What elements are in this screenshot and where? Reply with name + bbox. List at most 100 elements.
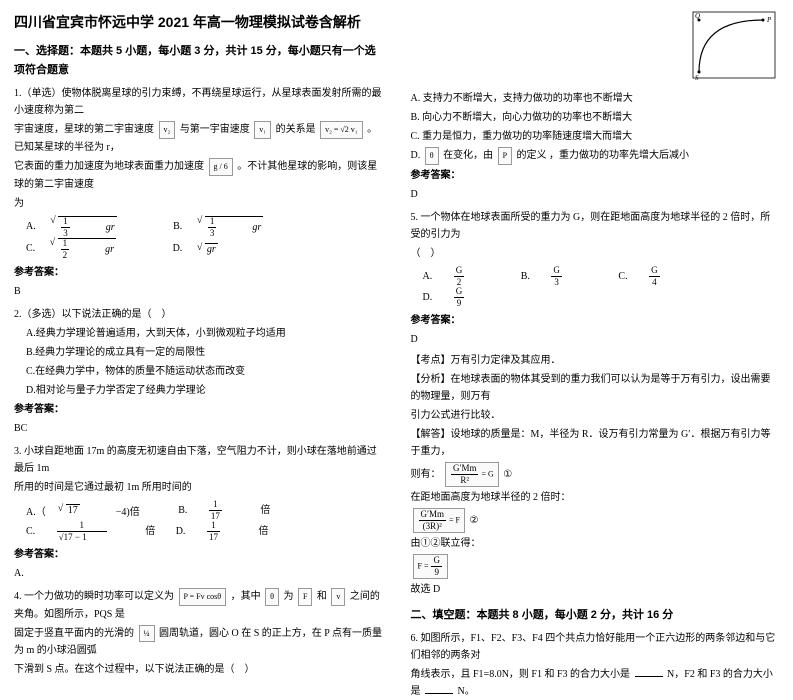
dC: 4 (649, 277, 660, 287)
q1-t1: 宇宙速度，星球的第二宇宙速度 (14, 124, 154, 135)
q2-A: A.经典力学理论普遍适用，大到天体，小到微观粒子均适用 (26, 325, 383, 342)
q5-jieda-e: 故选 D (411, 581, 780, 598)
question-2: 2.（多选）以下说法正确的是（ ） A.经典力学理论普遍适用，大到天体，小到微观… (14, 306, 383, 437)
q6-t3: N。 (458, 686, 475, 697)
question-1: 1.（单选）使物体脱离星球的引力束缚，不再绕星球运行，从星球表面发射所需的最小速… (14, 85, 383, 299)
q1-options: A. 13gr B. 13gr C. 12gr D. gr (26, 216, 383, 260)
q4-t6: 固定于竖直平面内的光滑的 (14, 628, 134, 639)
jdb-t: 则有： (411, 468, 441, 479)
nD: G (454, 287, 465, 298)
q5-answer: D (411, 331, 780, 348)
q4-t1: 4. 一个力做功的瞬时功率可以定义为 (14, 591, 174, 602)
q3-optA-l: A.（ (26, 503, 46, 518)
q5-lA: A. (423, 271, 433, 282)
rad17: 17 (66, 504, 80, 516)
q5-optA: A. G2 (423, 266, 501, 287)
section-2-title: 二、填空题：本题共 8 小题，每小题 2 分，共计 16 分 (411, 606, 780, 625)
q1-t2: 与第一宇宙速度 (180, 124, 250, 135)
q4-optA: A. 支持力不断增大，支持力做功的功率也不断增大 (411, 90, 780, 107)
v1-symbol: v₁ (254, 121, 271, 139)
v-symbol: v (331, 588, 345, 606)
q3-optB: B. 117 倍 (178, 500, 270, 521)
q4-t4: 和 (317, 591, 327, 602)
question-6: 6. 如图所示，F1、F2、F3、F4 四个共点力恰好能用一个正六边形的两条邻边… (411, 630, 780, 700)
blank-1 (635, 667, 663, 677)
v2-symbol: v₂ (159, 121, 176, 139)
v2-eq: v₂ = √2 v₁ (320, 121, 362, 139)
q5-optD: D. G9 (423, 287, 501, 308)
q2-C: C.在经典力学中，物体的质量不随运动状态而改变 (26, 363, 383, 380)
q1-line4: 为 (14, 195, 383, 212)
left-column: 四川省宜宾市怀远中学 2021 年高一物理模拟试卷含解析 一、选择题：本题共 5… (0, 0, 397, 561)
arc-figure: Q P S (689, 10, 779, 82)
q2-stem: 2.（多选）以下说法正确的是（ ） (14, 306, 383, 323)
q3-optC: C. 1√17 − 1 倍 (26, 521, 155, 542)
q3-optA: A.（ 17 −4)倍 (26, 503, 158, 518)
q5-options: A. G2 B. G3 C. G4 D. G9 (423, 266, 780, 308)
q3-options: A.（ 17 −4)倍 B. 117 倍 C. 1√17 − 1 倍 D. 117 … (26, 500, 383, 542)
circ1: ① (503, 468, 512, 479)
q5-stem2: （ ） (411, 245, 780, 262)
q1-optD-label: D. (173, 243, 183, 254)
nB: G (551, 266, 562, 277)
theta-symbol: θ (265, 588, 279, 606)
q2-B: B.经典力学理论的成立具有一定的局限性 (26, 344, 383, 361)
q1-optD: D. gr (173, 243, 254, 255)
q5-lD: D. (423, 292, 433, 303)
q4-answer: D (411, 186, 780, 203)
q1-answer: B (14, 283, 383, 300)
frac-G-9: G9 (454, 287, 483, 308)
answer-label: 参考答案： (14, 546, 383, 563)
q1-optA: A. 13gr (26, 216, 153, 238)
q4-optB: B. 向心力不断增大，向心力做功的功率也不断增大 (411, 109, 780, 126)
formula-GMR2: G′MmR² = G (445, 462, 499, 487)
q5-jieda-d2: F = G9 (411, 554, 780, 579)
q4-t2: ，其中 (231, 591, 261, 602)
q3-optA-r: −4)倍 (116, 503, 140, 518)
p-symbol-2: P (498, 147, 512, 165)
q2-D: D.相对论与量子力学否定了经典力学理论 (26, 382, 383, 399)
q5-fenxi-b: 引力公式进行比较． (411, 407, 780, 424)
q1-line3: 它表面的重力加速度为地球表面重力加速度 g / 6 。不计其他星球的影响，则该星… (14, 158, 383, 193)
q5-lB: B. (521, 271, 530, 282)
q5-kaodian: 【考点】万有引力定律及其应用． (411, 352, 780, 369)
q1-optC-label: C. (26, 243, 35, 254)
sqrt-icon: 17 (64, 504, 98, 516)
q4-D-l: D. (411, 150, 421, 161)
frac-1-17b: 117 (207, 521, 238, 542)
frac-1-r17m1: 1√17 − 1 (57, 521, 125, 542)
q3-optD: D. 117 倍 (176, 521, 269, 542)
frac-G-3: G3 (551, 266, 580, 287)
question-3: 3. 小球自距地面 17m 的高度无初速自由下落，空气阻力不计，则小球在落地前通… (14, 443, 383, 582)
q5-jieda-d: 由①②联立得： (411, 535, 780, 552)
formula-FG9: F = G9 (413, 554, 448, 579)
nA: G (454, 266, 465, 277)
q1-line2: 宇宙速度，星球的第二宇宙速度 v₂ 与第一宇宙速度 v₁ 的关系是 v₂ = √… (14, 121, 383, 156)
q5-jieda-b: 则有： G′MmR² = G ① (411, 462, 780, 487)
q4-D-r: 的定义 ，重力做功的功率先增大后减小 (517, 150, 690, 161)
q5-stem: 5. 一个物体在地球表面所受的重力为 G，则在距地面高度为地球半径的 2 倍时，… (411, 209, 780, 243)
formula-GM3R2: G′Mm(3R)² = F (413, 508, 465, 533)
answer-label: 参考答案： (411, 167, 780, 184)
sqrt-icon: 13gr (56, 216, 134, 238)
q3-optC-l: C. (26, 526, 35, 537)
q5-lC: C. (618, 271, 627, 282)
q4-line2: 固定于竖直平面内的光滑的 ¼ 圆周轨道，圆心 O 在 S 的正上方，在 P 点有… (14, 625, 383, 660)
q4-t3: 为 (283, 591, 293, 602)
q3-optD-l: D. (176, 526, 186, 537)
q5-jieda-c2: G′Mm(3R)² = F ② (411, 508, 780, 533)
question-4: 4. 一个力做功的瞬时功率可以定义为 P = Fv cosθ ，其中 θ 为 F… (14, 588, 383, 678)
q3-optB-l: B. (178, 505, 187, 516)
q5-optC: C. G4 (618, 266, 695, 287)
q3-line2: 所用的时间是它通过最初 1m 所用时间的 (14, 479, 383, 496)
q5-optB: B. G3 (521, 266, 598, 287)
q4-optC: C. 重力是恒力，重力做功的功率随速度增大而增大 (411, 128, 780, 145)
frac-G-2: G2 (454, 266, 483, 287)
den17b: 17 (207, 532, 220, 542)
q5-fenxi-a: 【分析】在地球表面的物体其受到的重力我们可以认为是等于万有引力，设出需要的物理量… (411, 371, 780, 405)
q4-optD: D. θ 在变化，由 P 的定义 ，重力做功的功率先增大后减小 (411, 147, 780, 165)
dD: 9 (454, 298, 465, 308)
answer-label: 参考答案： (14, 401, 383, 418)
sqrt-icon: 13gr (203, 216, 281, 238)
q1-optB: B. 13gr (173, 216, 299, 238)
